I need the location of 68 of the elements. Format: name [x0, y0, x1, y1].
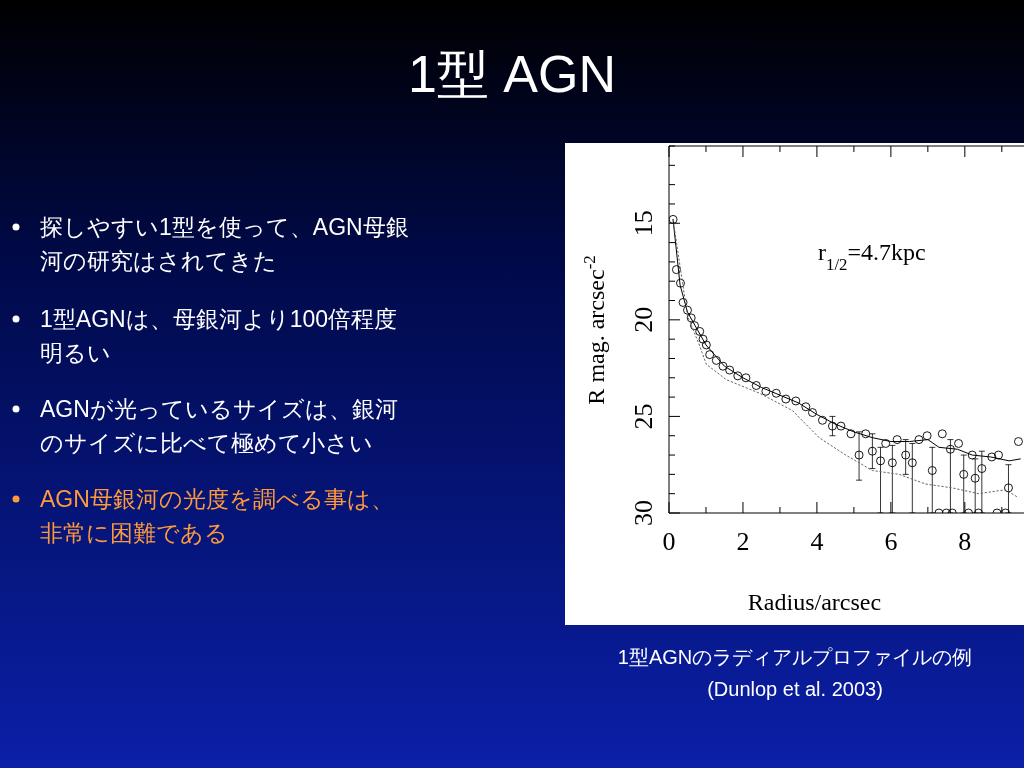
- point: [725, 365, 735, 375]
- point: [761, 386, 771, 396]
- point: [867, 446, 877, 456]
- text: AGN母銀河の光度を調べる事は、非常に困難である: [40, 486, 394, 546]
- point: [967, 450, 977, 460]
- chart-title: 1型 AGN: [407, 45, 617, 103]
- point: [846, 429, 856, 439]
- point: [705, 350, 715, 360]
- x-tick-label: 2: [736, 527, 750, 556]
- x-axis-title: Radius/arcsec: [747, 589, 882, 615]
- point: [791, 396, 801, 406]
- point: [987, 452, 997, 462]
- point: [678, 298, 688, 307]
- point: [808, 408, 817, 418]
- point: [836, 421, 846, 431]
- point: [781, 394, 791, 404]
- point: [914, 435, 924, 445]
- point: [907, 458, 917, 468]
- point: [901, 450, 911, 460]
- point: [676, 278, 685, 288]
- point: [887, 458, 897, 468]
- point: [751, 381, 761, 390]
- point: [686, 313, 696, 323]
- point: [771, 388, 781, 398]
- point: [818, 415, 827, 425]
- point: [927, 466, 937, 475]
- annotation: r$_{1/2}$=4.7kpc: [818, 239, 926, 274]
- point: [945, 444, 955, 454]
- point: [741, 373, 751, 383]
- y-tick-label: 25: [629, 403, 658, 430]
- x-tick-label: 4: [810, 527, 824, 556]
- point: [861, 429, 871, 439]
- point: [1014, 437, 1023, 446]
- point: [733, 371, 743, 381]
- y-tick-label: 20: [629, 306, 658, 333]
- point: [669, 214, 678, 224]
- point: [970, 473, 980, 483]
- point: [828, 421, 837, 431]
- point: [994, 450, 1003, 460]
- x-tick-label: 6: [884, 527, 898, 556]
- point: [701, 340, 711, 350]
- point: [959, 469, 969, 479]
- point: [876, 456, 885, 466]
- point: [690, 321, 699, 331]
- point: [954, 439, 963, 448]
- point: [801, 402, 811, 412]
- point: [937, 429, 947, 439]
- point: [695, 326, 705, 336]
- point: [711, 355, 721, 365]
- x-tick-label: 8: [958, 527, 972, 556]
- point: [854, 450, 864, 460]
- text: (Dunlop et al. 2003): [707, 678, 883, 700]
- point: [698, 334, 708, 344]
- text: 1型AGNは、母銀河より100倍程度明るい: [40, 306, 398, 366]
- text: 1型AGNのラディアルプロファイルの例: [617, 646, 973, 668]
- x-tick-label: 0: [662, 527, 676, 556]
- y-tick-label: 30: [629, 500, 658, 526]
- point: [977, 464, 987, 474]
- point: [718, 361, 728, 371]
- point: [683, 305, 692, 315]
- point: [922, 431, 932, 441]
- point: [1004, 483, 1013, 493]
- y-tick-label: 15: [629, 210, 658, 237]
- point: [881, 439, 891, 448]
- point: [892, 435, 902, 445]
- text: 探しやすい1型を使って、AGN母銀河の研究はされてきた: [40, 214, 409, 274]
- point: [671, 265, 681, 275]
- text: AGNが光っているサイズは、銀河のサイズに比べて極めて小さい: [40, 396, 398, 456]
